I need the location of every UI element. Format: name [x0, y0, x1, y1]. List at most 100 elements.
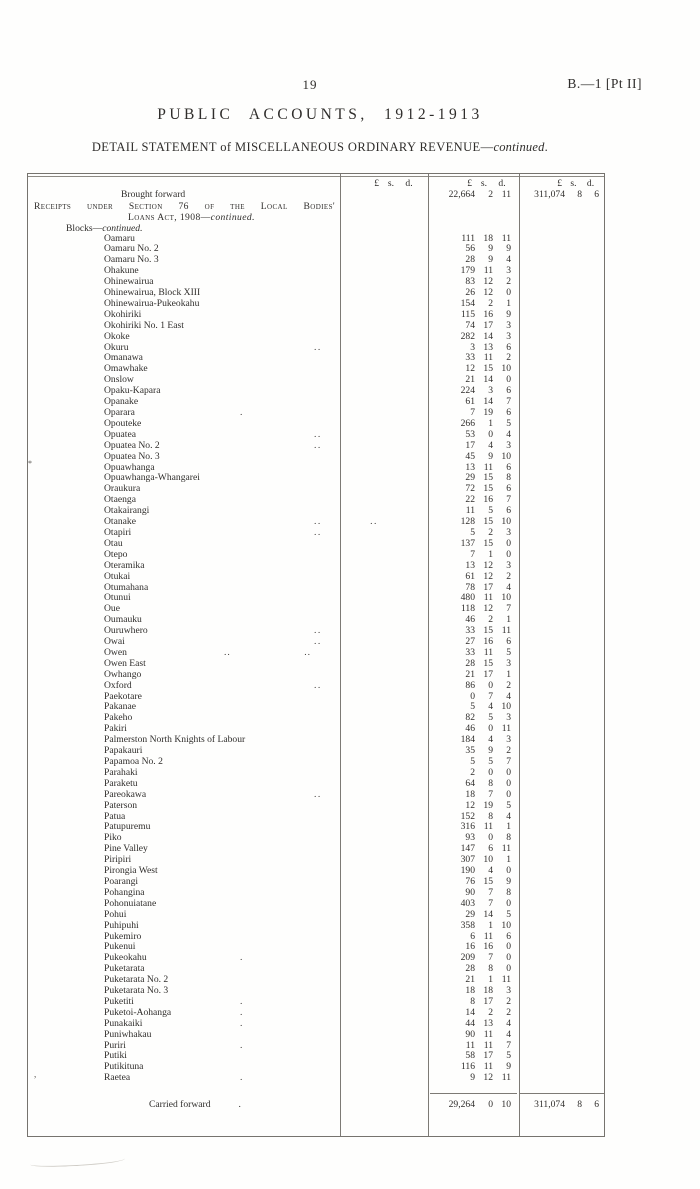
amount-pence: 11	[501, 723, 511, 735]
block-name-cell: Oue	[28, 603, 340, 615]
amount-pence: 7	[506, 396, 511, 408]
money-col-1-cell	[340, 724, 428, 735]
table-row: Putiki 58 17 5	[28, 1051, 604, 1062]
shillings-label: s.	[570, 178, 577, 189]
amount-cell: 28 9 4	[428, 254, 519, 266]
amount-pence: 3	[506, 439, 511, 451]
money-col-3-cell	[519, 953, 604, 964]
leader-dots: .	[240, 1072, 244, 1084]
money-col-1-cell	[340, 812, 428, 823]
leader-dots: .	[240, 995, 244, 1007]
section-heading-line1: Receipts under Section 76 of the Local B…	[34, 200, 335, 212]
table-row: Pareokawa.. 18 7 0	[28, 788, 604, 801]
block-name-cell: Puriri.	[28, 1039, 340, 1052]
amount-pounds: 64	[465, 777, 475, 789]
amount-shillings: 5	[488, 505, 493, 517]
amount-pence: 6	[506, 385, 511, 397]
amount-shillings: 11	[483, 1061, 493, 1073]
table-row: Opuatea No. 3 45 9 10	[28, 451, 604, 463]
amount-shillings: 16	[483, 494, 493, 506]
amount-cell: 44 13 4	[428, 1018, 519, 1030]
amount-cell: 209 7 0	[428, 952, 519, 964]
amount-shillings: 0	[488, 832, 493, 844]
block-name-cell: Ouruwhero..	[28, 625, 340, 637]
block-name: Puriri	[104, 1039, 126, 1051]
money-col-3-cell	[519, 572, 604, 583]
amount-shillings: 2	[488, 1006, 493, 1018]
block-name-cell: Puhipuhi	[28, 920, 340, 932]
money-col-1-cell	[340, 822, 428, 833]
block-name-cell: Owen East	[28, 658, 340, 670]
amount-pence: 5	[506, 799, 511, 811]
amount-pence: 4	[506, 810, 511, 822]
amount-cell: 5 5 7	[428, 756, 519, 768]
amount-shillings: 15	[483, 516, 493, 528]
amount-pence: 5	[506, 908, 511, 920]
amount-shillings: 0	[488, 679, 493, 691]
money-col-1-cell	[340, 397, 428, 408]
block-name: Opanake	[104, 396, 139, 408]
money-col-1-cell	[340, 321, 428, 332]
leader-dots: ..	[314, 526, 322, 538]
block-name-cell: Paekotare	[28, 691, 340, 703]
pounds-symbol: £	[467, 178, 472, 189]
amount-pence: 0	[506, 766, 511, 778]
money-col-3-cell	[519, 768, 604, 779]
amount-shillings: 8	[488, 963, 493, 975]
amount-pounds: 18	[465, 788, 475, 800]
amount-pounds: 282	[460, 330, 475, 342]
block-name-cell: Oraukura	[28, 483, 340, 495]
table-row: Owen East 28 15 3	[28, 657, 604, 670]
stub-spacer	[28, 178, 340, 189]
amount-shillings: 16	[483, 941, 493, 953]
leader-dots: .	[240, 1039, 244, 1051]
money-col-1-cell	[340, 702, 428, 713]
money-col-3-cell	[519, 288, 604, 299]
amount-cell: 33 11 2	[428, 353, 519, 364]
table-row: Omawhake 12 15 10	[28, 363, 604, 375]
amount-shillings: 8	[577, 189, 582, 200]
block-name: Otepo	[104, 548, 128, 560]
carried-forward-row: Carried forward. 29,264 0 10 311,074 8 6	[28, 1099, 604, 1111]
amount-cell: 29 14 5	[428, 908, 519, 921]
amount-pence: 0	[506, 287, 511, 299]
block-name-cell: Okohiriki No. 1 East	[28, 320, 340, 332]
money-col-1-cell	[340, 550, 428, 561]
money-col-1-cell	[340, 659, 428, 670]
amount-pence: 7	[506, 603, 511, 615]
money-col-3-cell	[519, 844, 604, 855]
amount-shillings: 17	[483, 319, 493, 331]
leader-dots: .. ..	[224, 646, 311, 658]
amount-shillings: 1	[488, 548, 493, 560]
money-header-col3: £ s. d.	[519, 178, 604, 189]
table-row: Okuru.. 3 13 6	[28, 342, 604, 354]
amount-shillings: 10	[483, 854, 493, 866]
table-row: Paraketu 64 8 0	[28, 777, 604, 790]
block-name: Pohonuiatane	[104, 897, 157, 909]
amount-shillings: 0	[488, 428, 493, 440]
money-col-1-cell	[340, 408, 428, 419]
revenue-table: £ s. d. £ s. d. £ s. d. Brought forward 22,664…	[27, 173, 605, 1137]
money-col-3-cell	[519, 637, 604, 648]
money-col-1-cell	[340, 299, 428, 310]
amount-pounds: 83	[465, 276, 475, 288]
amount-pence: 3	[506, 657, 511, 669]
section-heading-line2: Loans Act, 1908—continued.	[128, 212, 255, 223]
amount-cell: 33 15 11	[428, 625, 519, 637]
block-name: Piripiri	[104, 854, 132, 866]
amount-cell: 152 8 4	[428, 810, 519, 823]
amount-shillings: 11	[483, 930, 493, 942]
amount-pounds: 90	[465, 1028, 475, 1040]
amount-pence: 4	[506, 428, 511, 440]
block-name-cell: Otaenga	[28, 494, 340, 506]
section-heading-caps: Loans Act, 1908	[128, 211, 201, 223]
amount-pence: 9	[506, 308, 511, 320]
block-name-cell: Otakairangi	[28, 505, 340, 517]
table-row: Patupuremu 316 11 1	[28, 822, 604, 833]
table-row: Pakeho 82 5 3	[28, 712, 604, 724]
block-name: Owhango	[104, 668, 142, 680]
amount-cell: 190 4 0	[428, 865, 519, 877]
block-name-cell: Oxford..	[28, 680, 340, 692]
money-col-1-cell	[340, 353, 428, 364]
money-col-3-cell	[519, 332, 604, 343]
